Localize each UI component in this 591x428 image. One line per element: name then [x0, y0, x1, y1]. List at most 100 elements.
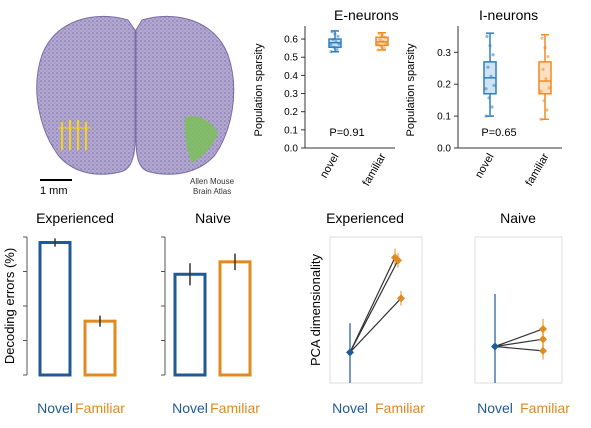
- chart-title: E-neurons: [334, 7, 399, 23]
- plot-frame: [474, 236, 563, 384]
- data-point: [337, 42, 341, 46]
- connecting-line: [349, 260, 399, 353]
- data-point: [541, 67, 545, 72]
- y-tick-label: 0.0: [284, 144, 298, 155]
- atlas-credit-line1: Allen Mouse: [190, 177, 235, 186]
- e-neurons-sparsity-chart: E-neurons 0.0 0.1 0.2 0.3 0.4 0.5 0.6 Population…: [253, 7, 399, 188]
- x-tick-label: Familiar: [210, 400, 260, 416]
- data-point: [329, 43, 333, 47]
- familiar-point: [539, 335, 547, 344]
- left-hemisphere: [36, 15, 136, 175]
- chart-title: Experienced: [36, 210, 114, 226]
- data-point: [486, 65, 490, 69]
- y-axis-label: PCA dimensionality: [308, 254, 323, 366]
- x-tick-label: familiar: [523, 151, 551, 188]
- chart-title: Naive: [195, 210, 231, 226]
- data-point: [379, 44, 383, 48]
- data-point: [543, 45, 547, 50]
- novel-point: [346, 348, 354, 357]
- data-point: [377, 31, 381, 36]
- data-point: [381, 40, 385, 44]
- data-point: [489, 74, 493, 78]
- data-point: [384, 41, 388, 46]
- connecting-line: [349, 257, 396, 353]
- y-axis-label: Population sparsity: [253, 43, 265, 136]
- data-point: [331, 37, 335, 42]
- data-point: [540, 36, 544, 40]
- naive-pca-chart: Naive Novel Familiar: [474, 210, 570, 416]
- data-point: [539, 89, 543, 94]
- data-point: [332, 45, 336, 49]
- data-point: [484, 87, 488, 91]
- p-value-annotation: P=0.65: [481, 127, 516, 139]
- data-point: [383, 35, 387, 39]
- familiar-point: [397, 294, 405, 303]
- y-tick-label: 0.4: [284, 71, 298, 82]
- p-value-annotation: P=0.91: [329, 127, 364, 139]
- x-tick-label: novel: [318, 152, 342, 181]
- data-point: [334, 40, 338, 44]
- brain-atlas: 1 mm Allen Mouse Brain Atlas: [36, 15, 235, 197]
- chart-title: Experienced: [326, 210, 404, 226]
- x-tick-label: Familiar: [375, 400, 425, 416]
- data-point: [382, 46, 386, 50]
- naive-decoding-chart: Naive Novel Familiar: [161, 210, 260, 416]
- familiar-point: [539, 346, 547, 355]
- data-point: [546, 55, 550, 59]
- data-point: [329, 50, 333, 54]
- x-tick-label: familiar: [360, 151, 388, 188]
- familiar-point: [394, 256, 402, 265]
- bar: [38, 241, 72, 377]
- familiar-point: [539, 324, 547, 333]
- data-point: [539, 117, 543, 121]
- bar: [218, 260, 252, 377]
- x-tick-label: Novel: [172, 400, 208, 416]
- data-point: [376, 42, 380, 46]
- plot-frame: [329, 236, 423, 384]
- y-tick-label: 0.2: [284, 107, 298, 118]
- data-point: [492, 83, 496, 88]
- chart-title: Naive: [500, 210, 536, 226]
- data-point: [380, 33, 384, 37]
- data-point: [376, 48, 380, 52]
- connecting-line: [494, 328, 544, 348]
- y-axis-label: Decoding errors (%): [2, 248, 17, 364]
- y-axis-label: Population sparsity: [405, 43, 417, 136]
- data-point: [488, 44, 492, 48]
- probe-tracks: [58, 120, 90, 150]
- y-tick-label: 0.0: [437, 144, 451, 155]
- x-tick-label: novel: [473, 152, 497, 181]
- connecting-line: [494, 345, 544, 352]
- data-point: [542, 99, 546, 103]
- y-tick-label: 0.2: [437, 80, 451, 91]
- y-tick-label: 0.5: [284, 53, 298, 64]
- x-tick-label: Novel: [332, 400, 368, 416]
- data-point: [336, 34, 340, 38]
- data-point: [491, 53, 495, 57]
- data-point: [335, 47, 339, 52]
- x-tick-label: Familiar: [520, 400, 570, 416]
- experienced-pca-chart: Experienced PCA dimensionality Novel Famili…: [308, 210, 425, 416]
- data-point: [330, 30, 334, 34]
- y-tick-label: 0.6: [284, 35, 298, 46]
- data-point: [484, 114, 488, 118]
- x-tick-label: Familiar: [75, 400, 125, 416]
- data-point: [378, 38, 382, 42]
- chart-title: I-neurons: [479, 7, 538, 23]
- data-point: [490, 105, 494, 109]
- data-point: [333, 32, 337, 36]
- y-tick-label: 0.1: [437, 112, 451, 123]
- data-point: [544, 77, 548, 81]
- scale-bar-label: 1 mm: [40, 185, 68, 197]
- data-point: [487, 96, 491, 100]
- connecting-line: [494, 338, 544, 348]
- novel-point: [491, 342, 499, 351]
- connecting-line: [349, 297, 402, 353]
- i-neurons-sparsity-chart: I-neurons 0.0 0.1 0.2 0.3 Population sparsity…: [405, 7, 562, 188]
- right-hemisphere: [135, 15, 235, 175]
- y-tick-label: 0.3: [284, 89, 298, 100]
- data-point: [545, 108, 549, 112]
- data-point: [485, 34, 489, 39]
- y-tick-label: 0.1: [284, 125, 298, 136]
